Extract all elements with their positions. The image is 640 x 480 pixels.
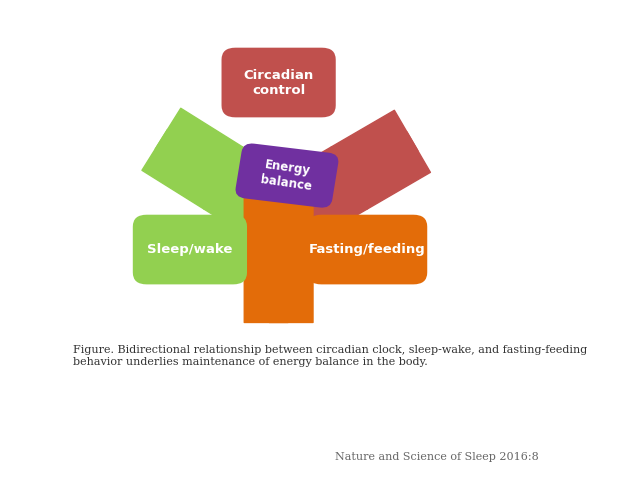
Text: Figure. Bidirectional relationship between circadian clock, sleep-wake, and fast: Figure. Bidirectional relationship betwe… bbox=[74, 345, 588, 367]
FancyBboxPatch shape bbox=[221, 48, 336, 117]
Text: Fasting/feeding: Fasting/feeding bbox=[309, 243, 426, 256]
FancyBboxPatch shape bbox=[133, 215, 247, 284]
FancyBboxPatch shape bbox=[236, 144, 339, 208]
Text: Energy
balance: Energy balance bbox=[259, 158, 314, 193]
Text: Nature and Science of Sleep 2016:8: Nature and Science of Sleep 2016:8 bbox=[335, 452, 540, 462]
FancyBboxPatch shape bbox=[307, 215, 428, 284]
Text: Circadian
control: Circadian control bbox=[243, 69, 314, 96]
Text: Sleep/wake: Sleep/wake bbox=[147, 243, 232, 256]
